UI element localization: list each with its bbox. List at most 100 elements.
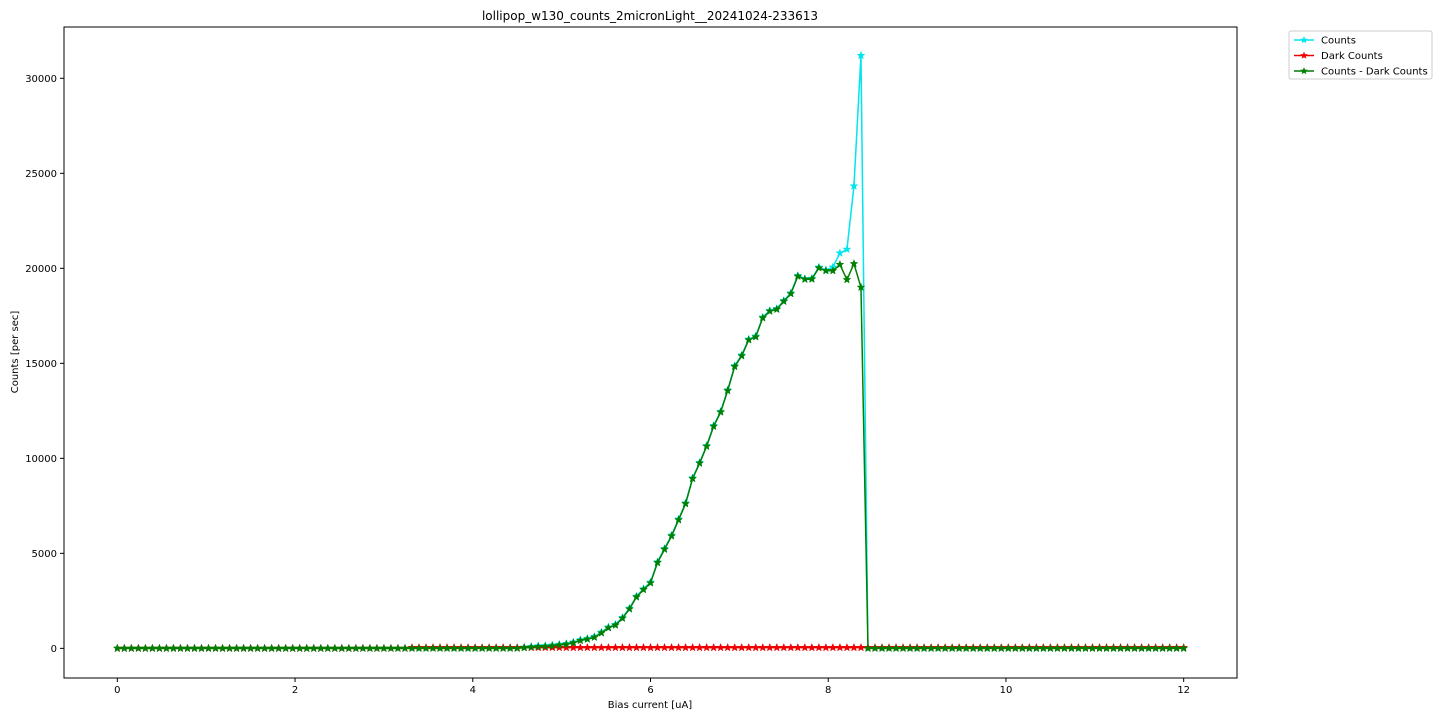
data-point bbox=[961, 643, 971, 653]
data-point bbox=[302, 643, 312, 653]
data-point bbox=[996, 643, 1006, 653]
series-line bbox=[117, 263, 1184, 650]
data-point bbox=[1158, 643, 1168, 653]
x-tick-label: 10 bbox=[1000, 685, 1013, 696]
data-point bbox=[926, 643, 936, 653]
data-point bbox=[225, 643, 235, 653]
data-point bbox=[393, 643, 403, 653]
data-point bbox=[456, 643, 466, 653]
data-point bbox=[596, 628, 606, 637]
data-point bbox=[1151, 643, 1161, 653]
data-point bbox=[547, 641, 557, 650]
data-point bbox=[912, 643, 922, 653]
data-point bbox=[807, 642, 817, 652]
data-point bbox=[646, 642, 655, 652]
data-point bbox=[681, 642, 691, 652]
data-point bbox=[772, 304, 782, 314]
series-counts-dark-counts bbox=[112, 259, 1189, 653]
data-point bbox=[589, 642, 599, 652]
data-point bbox=[1003, 643, 1013, 653]
data-point bbox=[702, 642, 712, 652]
series-layer bbox=[112, 50, 1189, 653]
data-point bbox=[695, 458, 705, 468]
data-point bbox=[239, 643, 249, 653]
data-point bbox=[821, 642, 831, 652]
data-point bbox=[891, 643, 901, 653]
legend-label: Dark Counts bbox=[1321, 51, 1383, 62]
data-point bbox=[723, 385, 733, 395]
data-point bbox=[954, 643, 964, 653]
data-point bbox=[505, 643, 515, 653]
data-point bbox=[288, 643, 298, 653]
legend-marker bbox=[1300, 36, 1308, 44]
data-point bbox=[470, 643, 480, 653]
data-point bbox=[751, 642, 761, 652]
data-point bbox=[660, 642, 670, 652]
data-point bbox=[688, 473, 698, 483]
y-tick-label: 15000 bbox=[25, 359, 57, 370]
data-point bbox=[1052, 643, 1062, 653]
legend-item: Counts - Dark Counts bbox=[1294, 67, 1428, 78]
data-point bbox=[442, 643, 452, 653]
y-axis-label: Counts [per sec] bbox=[10, 311, 21, 394]
data-point bbox=[772, 642, 782, 652]
data-point bbox=[814, 642, 824, 652]
y-tick-label: 25000 bbox=[25, 169, 57, 180]
data-point bbox=[610, 642, 620, 652]
series-line bbox=[117, 54, 1184, 650]
data-point bbox=[365, 643, 375, 653]
data-point bbox=[421, 643, 431, 653]
legend-marker bbox=[1300, 51, 1308, 59]
data-point bbox=[617, 613, 627, 623]
data-point bbox=[835, 259, 845, 269]
y-tick-label: 20000 bbox=[25, 264, 57, 275]
data-point bbox=[695, 642, 705, 652]
data-point bbox=[660, 544, 670, 554]
data-point bbox=[842, 275, 852, 284]
data-point bbox=[779, 642, 789, 652]
legend-item: Counts bbox=[1294, 36, 1356, 47]
data-point bbox=[786, 289, 796, 298]
data-point bbox=[183, 643, 192, 653]
data-point bbox=[737, 642, 747, 652]
data-point bbox=[814, 263, 824, 272]
data-point bbox=[674, 515, 684, 524]
data-point bbox=[330, 643, 340, 653]
data-point bbox=[624, 642, 634, 652]
data-point bbox=[295, 643, 305, 653]
data-point bbox=[639, 584, 648, 594]
data-point bbox=[449, 643, 459, 653]
data-point bbox=[863, 643, 873, 653]
data-point bbox=[154, 643, 164, 653]
data-point bbox=[133, 643, 143, 653]
data-point bbox=[540, 641, 550, 651]
data-point bbox=[1179, 643, 1189, 653]
legend-item: Dark Counts bbox=[1294, 51, 1383, 62]
data-point bbox=[1088, 643, 1097, 653]
x-axis-ticks: 0 2 4 6 8 10 12 bbox=[114, 678, 1190, 696]
data-point bbox=[723, 642, 733, 652]
data-point bbox=[744, 642, 754, 652]
x-tick-label: 4 bbox=[470, 685, 476, 696]
data-point bbox=[653, 557, 662, 567]
data-point bbox=[323, 643, 333, 653]
data-point bbox=[589, 632, 599, 642]
y-tick-label: 30000 bbox=[25, 74, 57, 85]
data-point bbox=[631, 642, 641, 652]
data-point bbox=[877, 643, 887, 653]
data-point bbox=[232, 643, 242, 653]
data-point bbox=[1031, 643, 1041, 653]
data-point bbox=[1165, 643, 1175, 653]
y-tick-label: 10000 bbox=[25, 454, 57, 465]
data-point bbox=[147, 643, 157, 653]
data-point bbox=[175, 643, 185, 653]
data-point bbox=[498, 643, 508, 653]
data-point bbox=[1017, 643, 1027, 653]
x-axis-label: Bias current [uA] bbox=[608, 700, 692, 711]
data-point bbox=[933, 643, 943, 653]
data-point bbox=[835, 248, 845, 257]
y-tick-label: 0 bbox=[51, 644, 57, 655]
data-point bbox=[603, 623, 613, 632]
data-point bbox=[667, 642, 677, 652]
data-point bbox=[793, 642, 803, 652]
